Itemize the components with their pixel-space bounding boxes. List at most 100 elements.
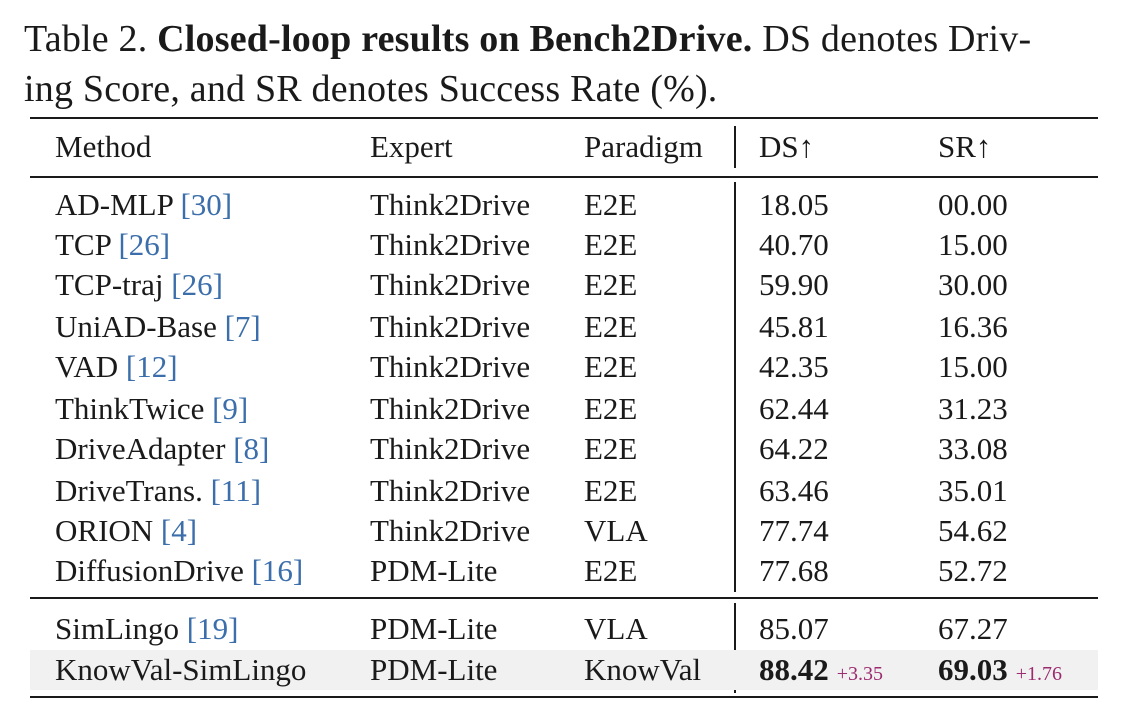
cell-paradigm: E2E bbox=[584, 309, 638, 344]
cell-method: DriveAdapter [8] bbox=[55, 429, 269, 469]
header-ds: DS↑ bbox=[759, 129, 815, 164]
header-sr: SR↑ bbox=[938, 129, 992, 164]
ds-value: 40.70 bbox=[759, 227, 829, 262]
citation-link[interactable]: [7] bbox=[224, 309, 261, 344]
cell-expert: Think2Drive bbox=[370, 309, 531, 344]
cell-ds: 59.90 bbox=[759, 265, 829, 305]
method-name: ORION bbox=[55, 513, 154, 548]
header-rule bbox=[30, 176, 1098, 178]
citation-link[interactable]: [9] bbox=[212, 391, 249, 426]
cell-method: KnowVal-SimLingo bbox=[55, 650, 306, 690]
cell-sr: 69.03 +1.76 bbox=[938, 650, 1062, 694]
caption-label: Table 2. bbox=[24, 18, 148, 60]
cell-method: SimLingo [19] bbox=[55, 609, 238, 649]
sr-value: 33.08 bbox=[938, 431, 1008, 466]
cell-sr: 31.23 bbox=[938, 389, 1008, 429]
method-name: TCP-traj bbox=[55, 267, 164, 302]
citation-link[interactable]: [30] bbox=[180, 187, 233, 222]
ds-value: 59.90 bbox=[759, 267, 829, 302]
ds-value: 18.05 bbox=[759, 187, 829, 222]
cell-method: TCP [26] bbox=[55, 225, 170, 265]
sr-delta: +1.76 bbox=[1015, 663, 1063, 685]
cell-expert: PDM-Lite bbox=[370, 652, 498, 687]
table-caption: Table 2. Closed-loop results on Bench2Dr… bbox=[24, 14, 1114, 114]
method-name: DriveAdapter bbox=[55, 431, 226, 466]
method-name: TCP bbox=[55, 227, 111, 262]
cell-sr: 15.00 bbox=[938, 347, 1008, 387]
cell-method: VAD [12] bbox=[55, 347, 178, 387]
citation-link[interactable]: [12] bbox=[125, 349, 178, 384]
citation-link[interactable]: [4] bbox=[160, 513, 198, 548]
method-name: VAD bbox=[55, 349, 119, 384]
cell-sr: 16.36 bbox=[938, 307, 1008, 347]
caption-text-line2: ing Score, and SR denotes Success Rate (… bbox=[24, 68, 718, 110]
ds-value: 63.46 bbox=[759, 473, 829, 508]
sr-value: 52.72 bbox=[938, 553, 1008, 588]
sr-value: 31.23 bbox=[938, 391, 1008, 426]
cell-expert: Think2Drive bbox=[370, 227, 531, 262]
cell-sr: 35.01 bbox=[938, 471, 1008, 511]
group-rule bbox=[30, 597, 1098, 599]
method-name: ThinkTwice bbox=[55, 391, 205, 426]
caption-title: Closed-loop results on Bench2Drive. bbox=[157, 18, 753, 60]
cell-sr: 30.00 bbox=[938, 265, 1008, 305]
sr-value: 15.00 bbox=[938, 349, 1008, 384]
cell-expert: Think2Drive bbox=[370, 267, 531, 302]
cell-ds: 18.05 bbox=[759, 185, 829, 225]
cell-ds: 85.07 bbox=[759, 609, 829, 649]
cell-ds: 45.81 bbox=[759, 307, 829, 347]
citation-link[interactable]: [26] bbox=[118, 227, 171, 262]
cell-sr: 54.62 bbox=[938, 511, 1008, 551]
cell-paradigm: E2E bbox=[584, 391, 638, 426]
cell-method: AD-MLP [30] bbox=[55, 185, 232, 225]
cell-paradigm: VLA bbox=[584, 513, 648, 548]
cell-paradigm: E2E bbox=[584, 187, 638, 222]
cell-method: UniAD-Base [7] bbox=[55, 307, 261, 347]
citation-link[interactable]: [26] bbox=[171, 267, 223, 302]
cell-ds: 63.46 bbox=[759, 471, 829, 511]
cell-ds: 77.68 bbox=[759, 551, 829, 591]
top-rule bbox=[30, 117, 1098, 119]
cell-paradigm: E2E bbox=[584, 349, 638, 384]
citation-link[interactable]: [16] bbox=[251, 553, 304, 588]
header-paradigm: Paradigm bbox=[584, 129, 703, 164]
cell-paradigm: E2E bbox=[584, 431, 638, 466]
cell-expert: Think2Drive bbox=[370, 391, 531, 426]
cell-sr: 52.72 bbox=[938, 551, 1008, 591]
sr-value: 00.00 bbox=[938, 187, 1008, 222]
caption-text: DS denotes Driv- bbox=[762, 18, 1032, 60]
sr-value: 16.36 bbox=[938, 309, 1008, 344]
ds-value: 77.68 bbox=[759, 553, 829, 588]
cell-sr: 00.00 bbox=[938, 185, 1008, 225]
citation-link[interactable]: [19] bbox=[186, 611, 239, 646]
sr-value: 67.27 bbox=[938, 611, 1008, 646]
bottom-rule bbox=[30, 696, 1098, 698]
cell-sr: 33.08 bbox=[938, 429, 1008, 469]
ds-value: 64.22 bbox=[759, 431, 829, 466]
method-name: UniAD-Base bbox=[55, 309, 217, 344]
cell-expert: Think2Drive bbox=[370, 187, 531, 222]
method-name: DiffusionDrive bbox=[55, 553, 244, 588]
cell-expert: Think2Drive bbox=[370, 431, 531, 466]
cell-method: DiffusionDrive [16] bbox=[55, 551, 303, 591]
cell-expert: Think2Drive bbox=[370, 513, 531, 548]
ds-value: 62.44 bbox=[759, 391, 829, 426]
cell-paradigm: E2E bbox=[584, 267, 638, 302]
cell-ds: 62.44 bbox=[759, 389, 829, 429]
cell-method: ThinkTwice [9] bbox=[55, 389, 248, 429]
cell-expert: Think2Drive bbox=[370, 473, 531, 508]
ds-value: 42.35 bbox=[759, 349, 829, 384]
cell-method: TCP-traj [26] bbox=[55, 265, 223, 305]
sr-value: 30.00 bbox=[938, 267, 1008, 302]
cell-sr: 15.00 bbox=[938, 225, 1008, 265]
ds-value: 88.42 bbox=[759, 652, 829, 687]
header-vertical-rule bbox=[734, 126, 736, 168]
body-vertical-rule bbox=[734, 182, 736, 592]
cell-ds: 64.22 bbox=[759, 429, 829, 469]
citation-link[interactable]: [8] bbox=[233, 431, 270, 466]
ds-value: 45.81 bbox=[759, 309, 829, 344]
cell-ds: 40.70 bbox=[759, 225, 829, 265]
bottom-vertical-rule bbox=[734, 603, 736, 693]
cell-expert: Think2Drive bbox=[370, 349, 531, 384]
citation-link[interactable]: [11] bbox=[210, 473, 262, 508]
